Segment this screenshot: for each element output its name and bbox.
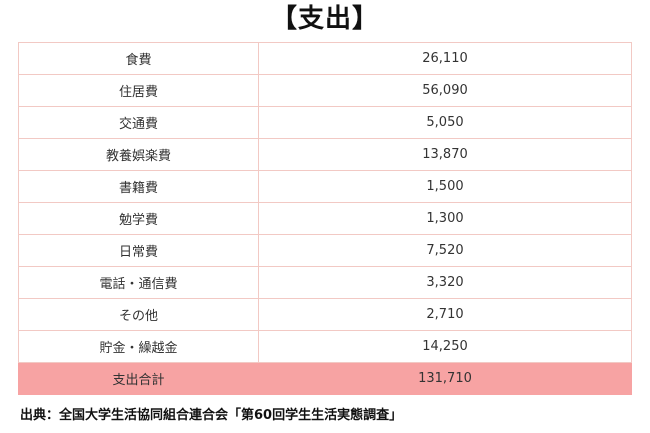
category-cell: 貯金・繰越金	[18, 330, 259, 363]
amount-cell: 3,320	[258, 266, 632, 299]
amount-cell: 5,050	[258, 106, 632, 139]
amount-cell: 26,110	[258, 42, 632, 75]
amount-cell: 7,520	[258, 234, 632, 267]
amount-cell: 1,500	[258, 170, 632, 203]
page-title: 【支出】	[270, 4, 379, 34]
category-cell: 書籍費	[18, 170, 259, 203]
category-cell: 食費	[18, 42, 259, 75]
category-cell: 住居費	[18, 74, 259, 107]
total-label-cell: 支出合計	[18, 362, 259, 395]
table-row: 書籍費 1,500	[18, 170, 632, 203]
category-cell: 勉学費	[18, 202, 259, 235]
table-row: 交通費 5,050	[18, 106, 632, 139]
table-row: その他 2,710	[18, 298, 632, 331]
source-note: 出典：全国大学生活協同組合連合会「第60回学生生活実態調査」	[20, 408, 403, 423]
category-cell: 交通費	[18, 106, 259, 139]
table-row: 食費 26,110	[18, 42, 632, 75]
amount-cell: 1,300	[258, 202, 632, 235]
table-row: 住居費 56,090	[18, 74, 632, 107]
total-row: 支出合計 131,710	[18, 362, 632, 395]
category-cell: その他	[18, 298, 259, 331]
table-row: 勉学費 1,300	[18, 202, 632, 235]
table-row: 電話・通信費 3,320	[18, 266, 632, 299]
category-cell: 日常費	[18, 234, 259, 267]
amount-cell: 13,870	[258, 138, 632, 171]
amount-cell: 14,250	[258, 330, 632, 363]
amount-cell: 56,090	[258, 74, 632, 107]
category-cell: 教養娯楽費	[18, 138, 259, 171]
expense-table: 食費 26,110 住居費 56,090 交通費 5,050 教養娯楽費 13,…	[18, 42, 632, 395]
category-cell: 電話・通信費	[18, 266, 259, 299]
table-row: 教養娯楽費 13,870	[18, 138, 632, 171]
table-row: 貯金・繰越金 14,250	[18, 330, 632, 363]
amount-cell: 2,710	[258, 298, 632, 331]
table-row: 日常費 7,520	[18, 234, 632, 267]
total-amount-cell: 131,710	[258, 362, 632, 395]
